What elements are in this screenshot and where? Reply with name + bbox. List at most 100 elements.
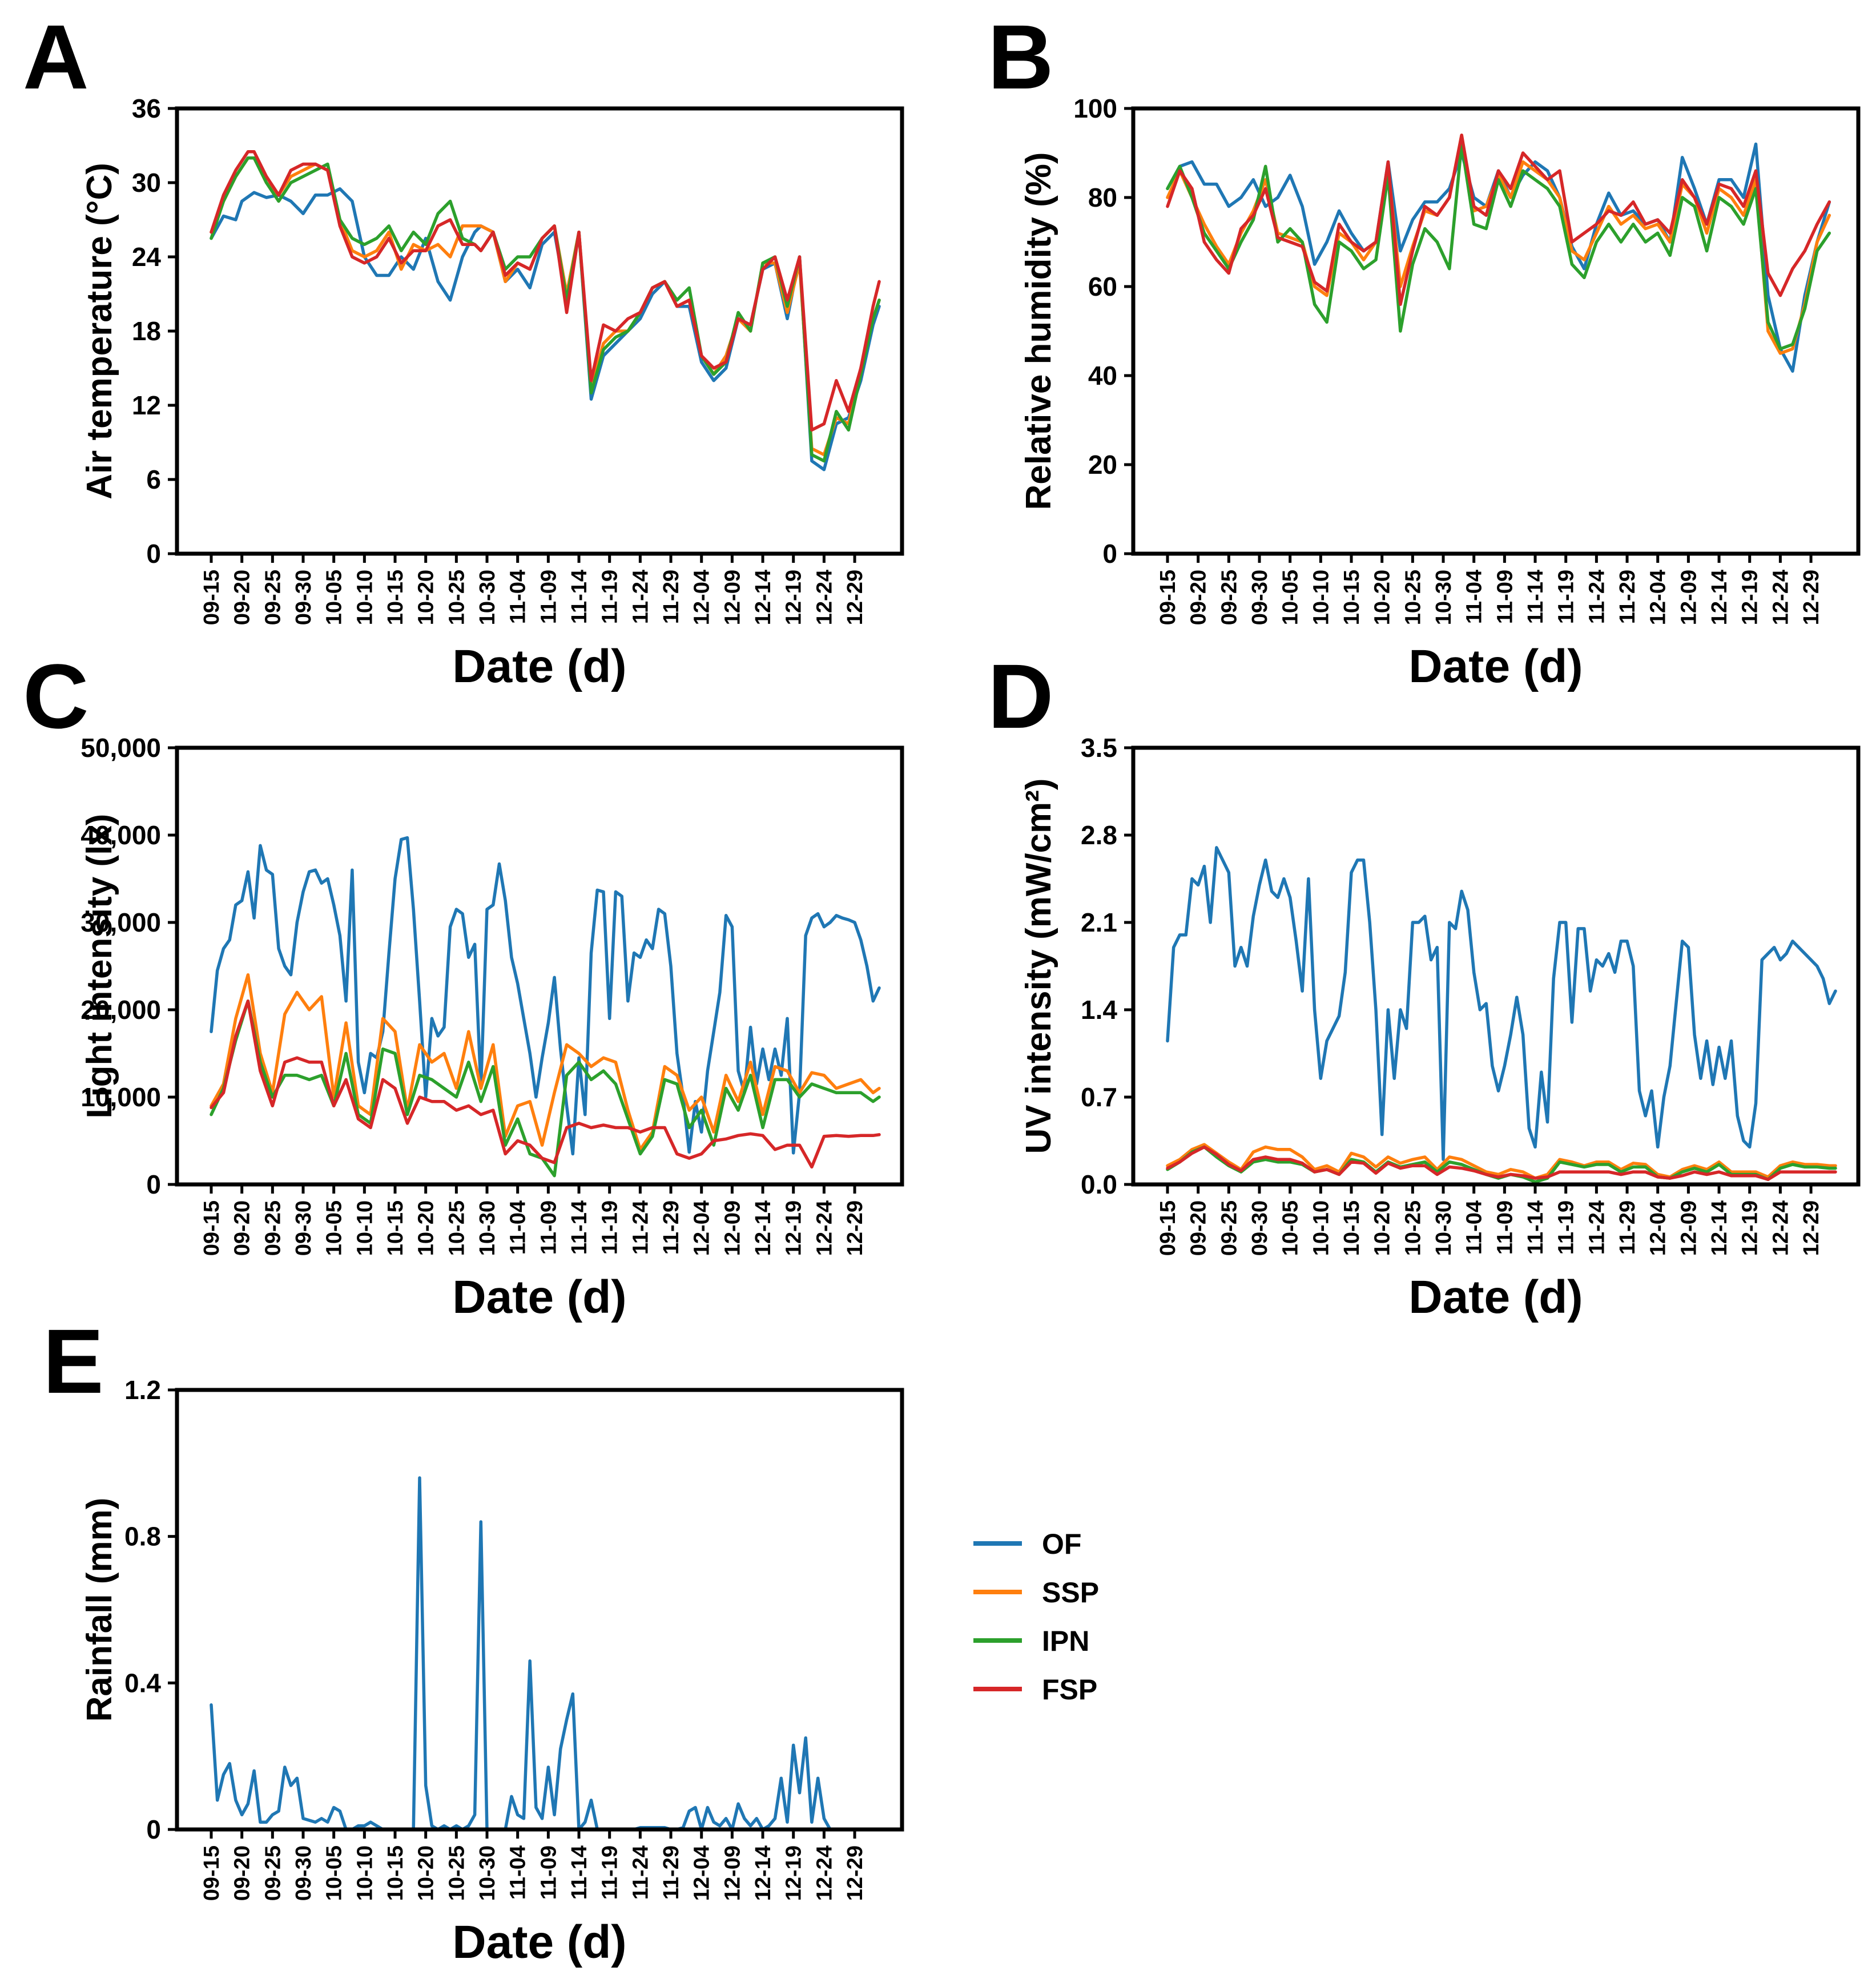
panel-a-series-fsp-line: [210, 150, 881, 432]
panel-b-xtick-label: 12-29: [1799, 570, 1823, 625]
panel-b-y-axis-title: Relative humidity (%): [1019, 152, 1058, 510]
panel-d-xtick-label: 10-05: [1279, 1200, 1303, 1256]
panel-d-xtick-label: 12-24: [1769, 1200, 1793, 1256]
panel-c-ytick-label: 40,000: [80, 820, 161, 850]
panel-a-xtick-label: 11-04: [506, 570, 530, 624]
panel-b-ytick-label: 0: [1102, 539, 1117, 569]
panel-c-series-ipn-line: [210, 999, 881, 1178]
panel-e-xtick-label: 12-14: [751, 1845, 775, 1901]
panel-d-xtick-label: 10-30: [1432, 1200, 1456, 1256]
panel-e-series-of-line: [210, 1476, 881, 1831]
panel-b-xtick-label: 09-30: [1248, 570, 1272, 625]
panel-e-xtick-label: 11-09: [537, 1845, 561, 1900]
panel-e-xtick-label: 09-15: [200, 1845, 224, 1901]
panel-d-xtick-label: 10-15: [1340, 1200, 1364, 1256]
panel-a-xtick-label: 12-24: [812, 570, 836, 625]
panel-a-xtick-label: 12-19: [782, 570, 806, 625]
panel-a-ytick-label: 12: [132, 390, 161, 420]
panel-d-ytick-label: 1.4: [1081, 995, 1117, 1025]
panel-a-xtick-label: 12-14: [751, 570, 775, 625]
panel-d-xtick-label: 11-09: [1493, 1200, 1517, 1255]
panel-letter-a: A: [23, 6, 89, 108]
panel-letter-d: D: [988, 645, 1054, 747]
panel-e-xtick-label: 11-14: [567, 1845, 591, 1900]
panel-a-ytick-label: 0: [146, 539, 161, 569]
panel-b-x-axis-title: Date (d): [1408, 640, 1583, 692]
panel-c-xtick-label: 11-29: [659, 1200, 683, 1255]
panel-b-series-ipn-line: [1166, 142, 1831, 350]
panel-a-xtick-label: 10-05: [323, 570, 347, 625]
legend-label-fsp: FSP: [1042, 1674, 1097, 1706]
panel-c-xtick-label: 10-15: [384, 1200, 408, 1256]
panel-c-xtick-label: 09-15: [200, 1200, 224, 1256]
legend-label-ssp: SSP: [1042, 1577, 1099, 1609]
panel-e-xtick-label: 12-24: [812, 1845, 836, 1901]
panel-c-ytick-label: 30,000: [80, 908, 161, 937]
panel-e-x-axis-title: Date (d): [452, 1916, 626, 1968]
panel-b-xtick-label: 11-04: [1463, 570, 1487, 624]
panel-c-xtick-label: 12-14: [751, 1200, 775, 1256]
panel-c-light-intensity: C 0 10,000 20,000 30,000 40,000 50,000 09-15 09…: [23, 645, 904, 1323]
panel-c-xtick-label: 11-04: [506, 1200, 530, 1255]
panel-c-ytick-label: 0: [146, 1170, 161, 1199]
panel-c-xtick-label: 12-04: [690, 1200, 714, 1256]
panel-a-xtick-label: 09-25: [261, 570, 285, 625]
panel-d-xtick-label: 11-29: [1616, 1200, 1640, 1255]
panel-b-xtick-label: 10-05: [1279, 570, 1303, 625]
panel-b-xtick-label: 11-14: [1524, 570, 1548, 624]
panel-c-xtick-label: 11-14: [567, 1200, 591, 1255]
panel-e-ytick-label: 1.2: [124, 1375, 161, 1405]
panel-a-ytick-label: 18: [132, 316, 161, 346]
panel-e-xtick-label: 11-24: [629, 1845, 653, 1900]
panel-a-xtick-label: 10-10: [353, 570, 377, 625]
panel-b-ytick-label: 20: [1088, 450, 1117, 479]
panel-a-y-axis-title: Air temperature (°C): [80, 163, 119, 499]
panel-e-rainfall: E 00.40.81.209-15 09-20 09-25 09-30 10-05 10-…: [43, 1310, 904, 1968]
panel-b-xtick-label: 12-04: [1646, 570, 1670, 625]
panel-c-ytick-label: 20,000: [80, 995, 161, 1025]
panel-b-xtick-label: 10-30: [1432, 570, 1456, 625]
panel-b-xtick-label: 11-19: [1555, 570, 1579, 624]
panel-e-xtick-label: 12-29: [843, 1845, 867, 1901]
panel-c-series-of-line: [210, 836, 881, 1156]
legend-label-of: OF: [1042, 1528, 1081, 1560]
panel-c-plot-frame: [175, 745, 904, 1187]
panel-a-xtick-label: 09-15: [200, 570, 224, 625]
panel-letter-b: B: [988, 6, 1054, 108]
panel-a-xtick-label: 11-29: [659, 570, 683, 624]
panel-d-xtick-label: 12-14: [1708, 1200, 1732, 1256]
panel-d-uv-intensity: D 0.0 0.7 1.4 2.1 2.8 3.5 09-15 09-20 09-25 09-30…: [988, 645, 1861, 1323]
panel-d-xtick-label: 09-15: [1156, 1200, 1180, 1256]
panel-e-xtick-label: 10-30: [476, 1845, 500, 1901]
panel-a-xtick-label: 09-30: [292, 570, 316, 625]
panel-a-xtick-label: 12-04: [690, 570, 714, 625]
panel-e-xtick-label: 11-04: [506, 1845, 530, 1900]
panel-c-xtick-label: 12-09: [720, 1200, 744, 1256]
panel-a-xtick-label: 10-25: [445, 570, 469, 625]
panel-d-xtick-label: 11-19: [1555, 1200, 1579, 1255]
panel-c-xtick-label: 12-19: [782, 1200, 806, 1256]
panel-d-y-axis-title: UV intensity (mW/cm²): [1019, 779, 1058, 1154]
panel-d-xtick-label: 09-20: [1187, 1200, 1211, 1256]
panel-c-xtick-label: 12-29: [843, 1200, 867, 1256]
panel-d-series-of-line: [1166, 846, 1837, 1162]
panel-b-series-fsp-line: [1166, 134, 1831, 306]
panel-d-ytick-label: 0.7: [1081, 1082, 1117, 1112]
panel-e-plot-frame: [175, 1388, 904, 1832]
panel-d-xtick-label: 12-09: [1677, 1200, 1701, 1256]
panel-e-xtick-label: 10-10: [353, 1845, 377, 1901]
panel-a-xtick-label: 10-20: [414, 570, 438, 625]
panel-c-xtick-label: 11-24: [629, 1200, 653, 1255]
panel-c-xtick-label: 10-10: [353, 1200, 377, 1256]
panel-b-xtick-label: 09-15: [1156, 570, 1180, 625]
panel-b-xtick-label: 12-14: [1708, 570, 1732, 625]
panel-b-ytick-label: 60: [1088, 272, 1117, 301]
panel-d-ytick-label: 2.8: [1081, 820, 1117, 850]
panel-a-xtick-label: 11-19: [598, 570, 622, 624]
panel-letter-c: C: [23, 645, 89, 747]
panel-d-ytick-label: 3.5: [1081, 733, 1117, 763]
panel-c-xtick-label: 09-25: [261, 1200, 285, 1256]
